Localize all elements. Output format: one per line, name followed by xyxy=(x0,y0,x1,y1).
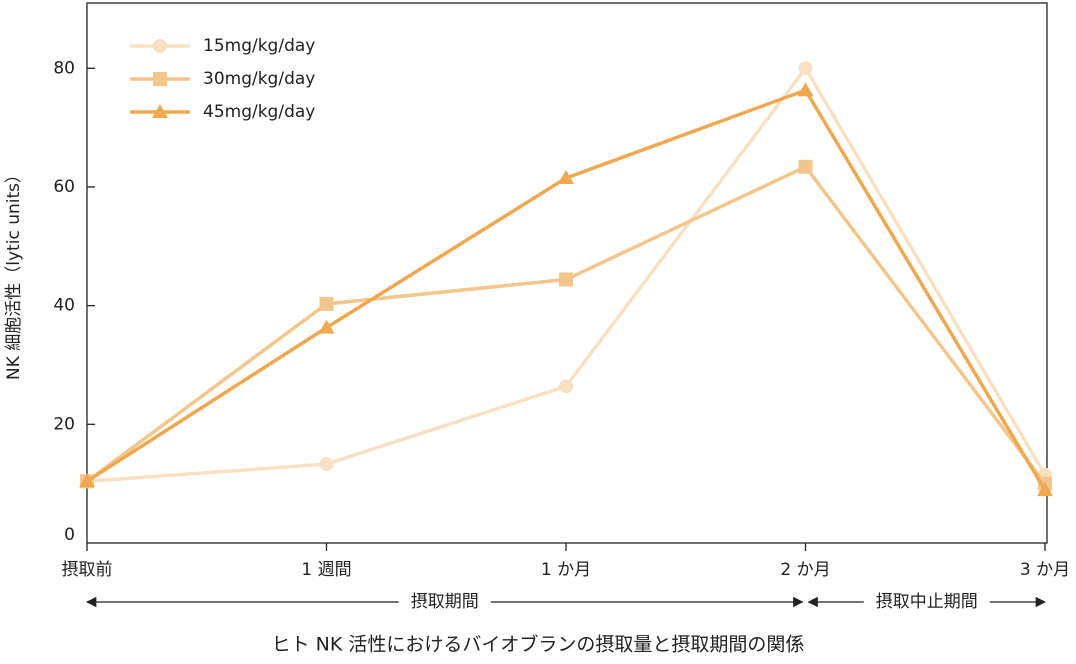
x-tick-label: 1 か月 xyxy=(541,560,591,580)
legend-marker xyxy=(153,72,167,86)
point xyxy=(1037,482,1053,497)
point xyxy=(559,272,573,287)
period-label: 摂取中止期間 xyxy=(876,592,978,612)
point xyxy=(798,61,813,76)
period-label: 摂取期間 xyxy=(411,592,479,612)
x-tick-label: 3 か月 xyxy=(1020,560,1070,580)
point xyxy=(558,170,574,185)
x-tick-label: 1 週間 xyxy=(301,560,351,580)
y-axis-label: NK 細胞活性（lytic units） xyxy=(4,166,24,380)
legend-marker xyxy=(152,104,168,118)
point xyxy=(319,457,334,472)
point xyxy=(318,319,335,334)
legend-label: 45mg/kg/day xyxy=(203,102,315,122)
legend-label: 30mg/kg/day xyxy=(203,69,315,89)
y-tick-label: 20 xyxy=(53,414,75,434)
point xyxy=(319,296,334,311)
y-tick-label: 80 xyxy=(53,58,75,78)
x-tick-label: 摂取前 xyxy=(62,560,113,580)
series-line xyxy=(86,88,1047,492)
point xyxy=(798,159,813,174)
caption: ヒト NK 活性におけるバイオブランの摂取量と摂取期間の関係 xyxy=(272,633,805,656)
legend-marker xyxy=(153,39,167,53)
y-tick-label: 60 xyxy=(53,177,75,197)
x-tick-label: 2 か月 xyxy=(780,560,830,580)
point xyxy=(79,473,95,488)
y-tick-label: 0 xyxy=(64,525,75,545)
series-line xyxy=(85,164,1047,485)
legend-label: 15mg/kg/day xyxy=(203,36,315,56)
point xyxy=(797,82,814,97)
point xyxy=(559,379,573,394)
y-tick-label: 40 xyxy=(53,296,75,316)
plot-frame xyxy=(86,2,1048,544)
